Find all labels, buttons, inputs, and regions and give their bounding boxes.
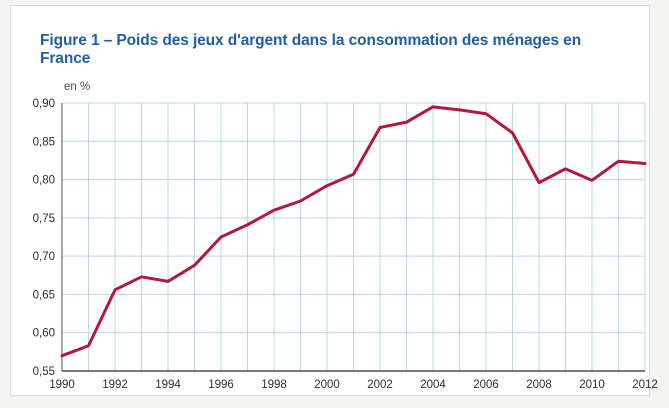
y-axis-unit-label: en % bbox=[64, 81, 91, 93]
figure-title: Figure 1 – Poids des jeux d'argent dans … bbox=[40, 32, 582, 68]
